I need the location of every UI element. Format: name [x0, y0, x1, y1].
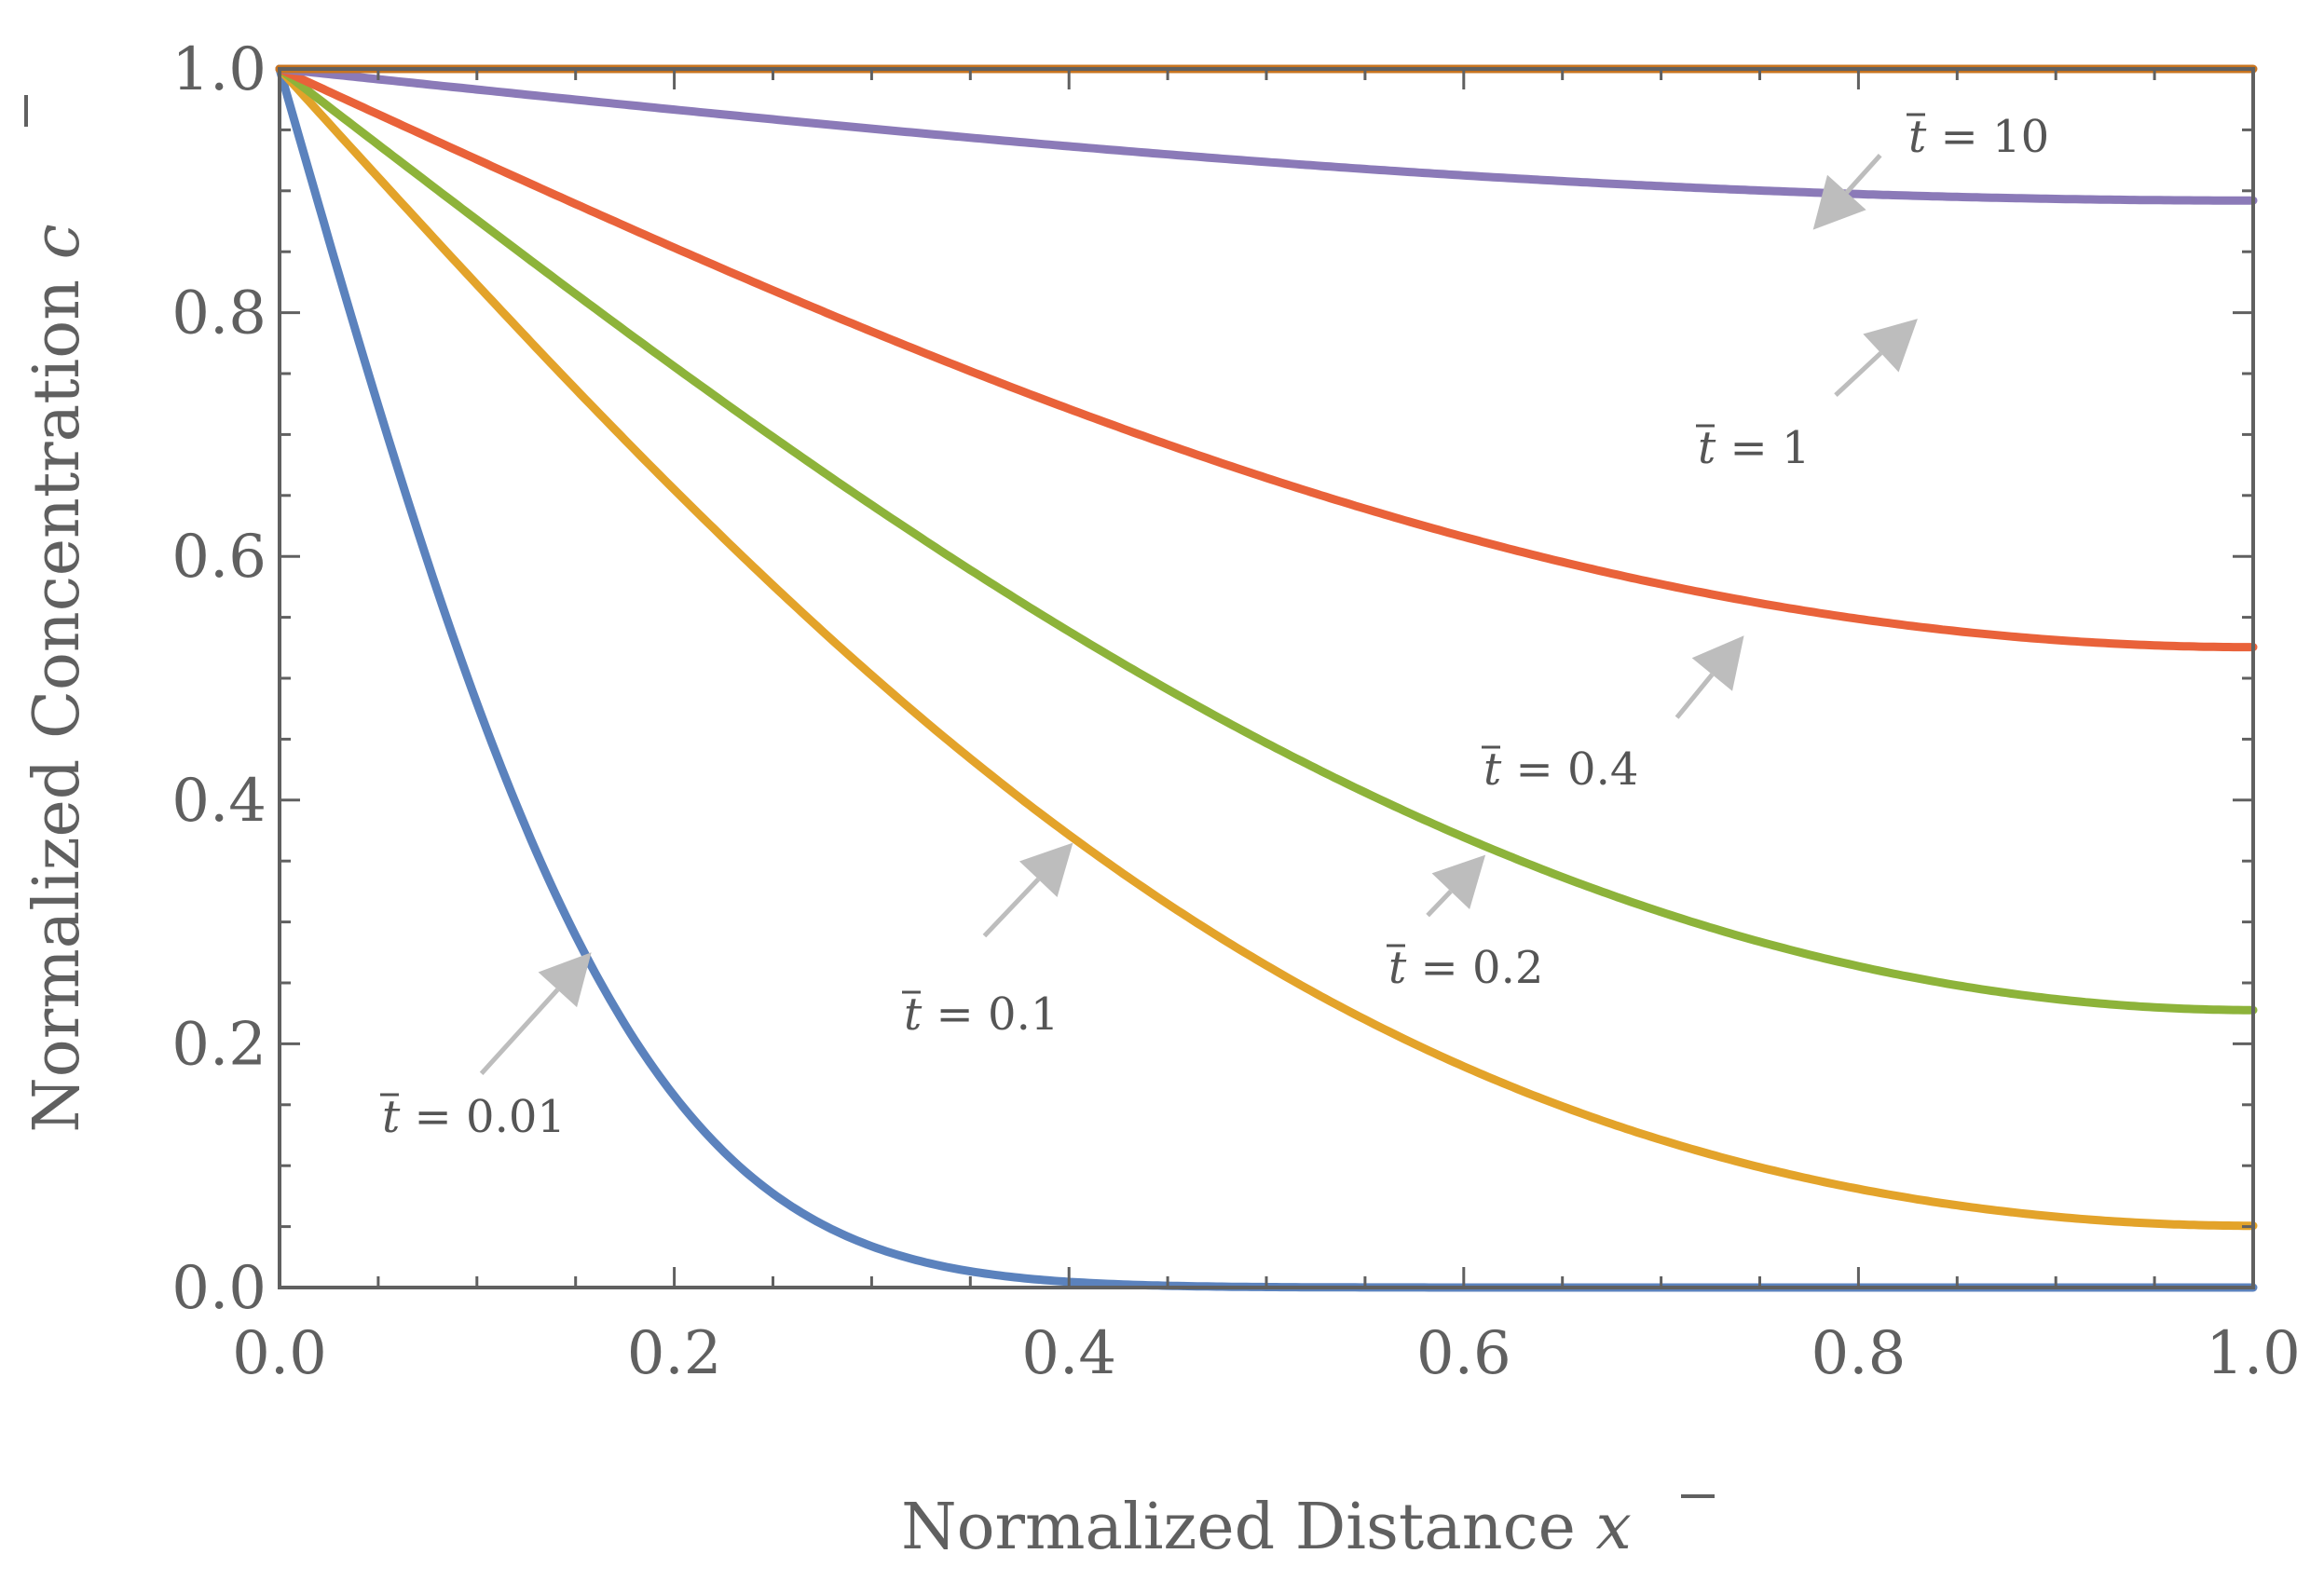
y-tick-label: 0.6 [171, 523, 267, 592]
annotation-label: t = 0.2 [1388, 942, 1543, 994]
annotation-t-0-01: t = 0.01 [380, 952, 592, 1143]
arrow-shaft [479, 988, 560, 1075]
y-axis-label-group: Normalized Concentration c [21, 95, 94, 1133]
series-line-t-0-01 [275, 64, 2258, 1292]
annotation-t-10: t = 10 [1812, 111, 2049, 230]
arrow-head-icon [538, 952, 592, 1008]
arrow-head-icon [1863, 319, 1918, 373]
annotation-label: t = 0.01 [382, 1091, 566, 1143]
arrow-head-icon [1812, 174, 1866, 230]
x-tick-label: 1.0 [2206, 1319, 2301, 1388]
y-axis-symbol: c [21, 224, 94, 259]
annotation-t-0-4: t = 0.4 [1482, 635, 1744, 796]
annotation-label: t = 10 [1908, 111, 2049, 163]
x-tick-label: 0.8 [1811, 1319, 1907, 1388]
x-axis-label: Normalized Distance x [901, 1491, 1632, 1564]
y-tick-label: 0.0 [171, 1254, 267, 1323]
series-line-t-0-4 [275, 64, 2258, 652]
arrow-head-icon [1691, 635, 1744, 691]
arrow-shaft [1834, 351, 1883, 397]
series-line-t-0-2 [275, 64, 2258, 1015]
x-axis-symbol: x [1596, 1491, 1632, 1564]
y-tick-label: 1.0 [171, 35, 267, 104]
arrow-head-icon [1431, 854, 1486, 910]
series-layer [275, 64, 2258, 1292]
annotation-label: t = 1 [1698, 422, 1811, 474]
arrow-shaft [1844, 153, 1882, 195]
x-tick-label: 0.6 [1416, 1319, 1511, 1388]
x-tick-label: 0.4 [1021, 1319, 1116, 1388]
arrow-shaft [1426, 890, 1453, 918]
arrow-head-icon [1018, 842, 1073, 898]
y-tick-label: 0.4 [171, 767, 267, 836]
x-tick-label: 0.2 [627, 1319, 722, 1388]
x-tick-label: 0.0 [232, 1319, 327, 1388]
arrow-shaft [982, 878, 1041, 938]
y-axis-label: Normalized Concentration c [21, 224, 94, 1132]
series-line-t-1 [275, 64, 2258, 205]
y-tick-label: 0.8 [171, 279, 267, 348]
annotation-t-0-1: t = 0.1 [902, 842, 1073, 1041]
annotation-label: t = 0.4 [1483, 743, 1638, 796]
plot-frame [278, 67, 2255, 1289]
annotation-t-0-2: t = 0.2 [1387, 854, 1543, 994]
arrow-shaft [1675, 673, 1715, 719]
annotation-layer: t = 0.01 t = 0.1 t = 0.2 t = 0.4 t = 1 t = 10 [380, 111, 2049, 1143]
series-line-t-0-1 [275, 64, 2258, 1231]
ticks-layer: 0.0 0.2 0.4 0.6 0.8 1.0 0.0 0.2 0.4 0.6 0.8 1.0 [171, 35, 2301, 1388]
y-tick-label: 0.2 [171, 1010, 267, 1079]
annotation-t-1: t = 1 [1696, 319, 1918, 474]
annotation-label: t = 0.1 [904, 988, 1059, 1041]
